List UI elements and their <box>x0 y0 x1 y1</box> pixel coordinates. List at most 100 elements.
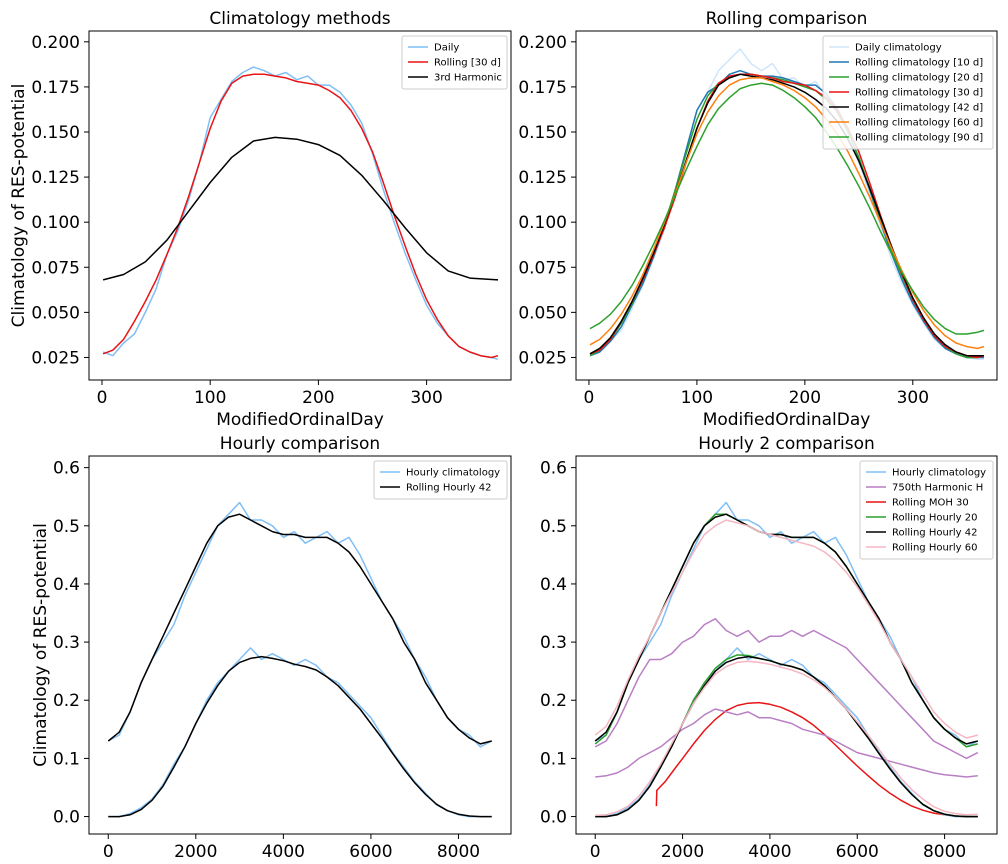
y-tick-label: 0.4 <box>53 575 80 595</box>
legend-entry: Rolling MOH 30 <box>892 498 969 509</box>
chart-rolling-comparison: Rolling comparison 0 100 200 300 0.025 0.050 0.… <box>518 9 998 430</box>
series-line-unlabeled-6 <box>595 647 978 818</box>
y-tick-label: 0.1 <box>53 749 80 769</box>
legend-entry: Hourly climatology <box>892 468 986 479</box>
legend-box <box>859 460 994 560</box>
y-tick-label: 0.025 <box>518 348 567 368</box>
series-group <box>589 48 985 361</box>
x-tick-label: 4000 <box>262 842 305 862</box>
series-line-rolling-hourly-60 <box>594 519 978 739</box>
y-tick-label: 0.100 <box>31 213 80 233</box>
x-tick-label: 8000 <box>923 842 966 862</box>
legend-entry: Rolling Hourly 42 <box>892 528 978 539</box>
x-axis-label: ModifiedOrdinalDay <box>216 410 384 430</box>
legend-entry: Rolling Hourly 42 <box>406 483 492 494</box>
series-line-unlabeled-7 <box>595 708 978 778</box>
x-tick-label: 6000 <box>836 842 879 862</box>
y-tick-label: 0.075 <box>518 258 567 278</box>
series-group <box>107 501 493 818</box>
y-tick-label: 0.050 <box>31 303 80 323</box>
legend: Hourly climatology Rolling Hourly 42 <box>373 460 508 500</box>
y-tick-label: 0.050 <box>518 303 567 323</box>
x-tick-label: 8000 <box>437 842 480 862</box>
series-line-rolling-climatology-60-d <box>589 77 985 350</box>
x-tick-label: 6000 <box>349 842 392 862</box>
y-tick-label: 0.025 <box>31 348 80 368</box>
y-tick-label: 0.2 <box>53 691 80 711</box>
y-tick-label: 0.150 <box>31 123 80 143</box>
chart-title: Hourly comparison <box>220 434 380 454</box>
plot-frame <box>88 455 512 835</box>
y-tick-label: 0.075 <box>31 258 80 278</box>
series-line-rolling-climatology-90-d <box>589 82 985 335</box>
y-tick-label: 0.0 <box>53 808 80 828</box>
y-tick-label: 0.3 <box>53 633 80 653</box>
series-group <box>102 66 499 361</box>
x-tick-label: 0 <box>584 388 595 408</box>
legend-box <box>401 35 508 90</box>
y-tick-label: 0.125 <box>31 168 80 188</box>
y-tick-label: 0.100 <box>518 213 567 233</box>
legend-entry: Rolling climatology [10 d] <box>855 58 983 69</box>
x-tick-label: 300 <box>410 388 442 408</box>
legend-box <box>373 460 508 500</box>
legend-entry: Rolling climatology [20 d] <box>855 73 983 84</box>
chart-title: Climatology methods <box>209 9 390 29</box>
series-line-daily <box>102 66 499 361</box>
legend-entry: Rolling climatology [60 d] <box>855 118 983 129</box>
y-tick-label: 0.6 <box>540 459 567 479</box>
y-tick-label: 0.200 <box>31 33 80 53</box>
x-tick-label: 0 <box>590 842 601 862</box>
legend-entry: Rolling climatology [90 d] <box>855 133 983 144</box>
x-tick-label: 200 <box>302 388 334 408</box>
y-tick-label: 0.125 <box>518 168 567 188</box>
legend-box <box>822 35 994 150</box>
series-line-750th-harmonic-h <box>594 618 979 760</box>
chart-hourly-comparison: Hourly comparison 0 2000 4000 6000 8000 0.0 0.1… <box>31 434 512 862</box>
legend-entry: Hourly climatology <box>406 468 500 479</box>
y-tick-label: 0.5 <box>53 517 80 537</box>
series-line-unlabeled-10 <box>595 660 978 817</box>
x-tick-label: 200 <box>789 388 821 408</box>
x-axis-label: ModifiedOrdinalDay <box>703 410 871 430</box>
plot-frame <box>88 30 512 381</box>
series-line-unlabeled-8 <box>595 654 978 818</box>
series-group <box>594 501 979 818</box>
legend-entry: Rolling climatology [42 d] <box>855 103 983 114</box>
legend-entry: 750th Harmonic H <box>892 483 983 494</box>
legend-entry: 3rd Harmonic <box>434 73 502 84</box>
legend-entry: Rolling Hourly 20 <box>892 513 978 524</box>
legend-entry: Daily climatology <box>855 43 942 54</box>
x-tick-label: 0 <box>97 388 108 408</box>
series-line-rolling-moh-30 <box>655 701 978 818</box>
y-tick-label: 0.4 <box>540 575 567 595</box>
series-line-rolling-30-d <box>102 73 499 359</box>
series-line-unlabeled-3 <box>108 655 492 818</box>
legend: Daily climatology Rolling climatology [10… <box>822 35 994 150</box>
y-axis-label: Climatology of RES-potential <box>9 84 29 328</box>
plot-frame <box>575 455 998 835</box>
x-tick-label: 2000 <box>661 842 704 862</box>
y-tick-label: 0.0 <box>540 808 567 828</box>
x-tick-label: 0 <box>103 842 114 862</box>
legend-entry: Rolling climatology [30 d] <box>855 88 983 99</box>
y-tick-label: 0.3 <box>540 633 567 653</box>
legend-entry: Rolling [30 d] <box>434 58 501 69</box>
chart-climatology-methods: Climatology methods 0 100 200 300 0.025 0.050 0… <box>9 9 512 430</box>
y-tick-label: 0.175 <box>518 78 567 98</box>
chart-title: Hourly 2 comparison <box>698 434 875 454</box>
y-tick-label: 0.2 <box>540 691 567 711</box>
plot-frame <box>575 30 998 381</box>
series-line-unlabeled-2 <box>108 647 492 818</box>
y-tick-label: 0.1 <box>540 749 567 769</box>
series-line-unlabeled-9 <box>595 655 978 818</box>
chart-title: Rolling comparison <box>706 9 868 29</box>
y-tick-label: 0.150 <box>518 123 567 143</box>
y-tick-label: 0.175 <box>31 78 80 98</box>
y-tick-label: 0.200 <box>518 33 567 53</box>
series-line-3rd-harmonic <box>102 136 499 281</box>
legend-entry: Rolling Hourly 60 <box>892 543 978 554</box>
chart-hourly-2-comparison: Hourly 2 comparison 0 2000 4000 6000 8000 0.0 0… <box>540 434 998 862</box>
x-tick-label: 4000 <box>748 842 791 862</box>
